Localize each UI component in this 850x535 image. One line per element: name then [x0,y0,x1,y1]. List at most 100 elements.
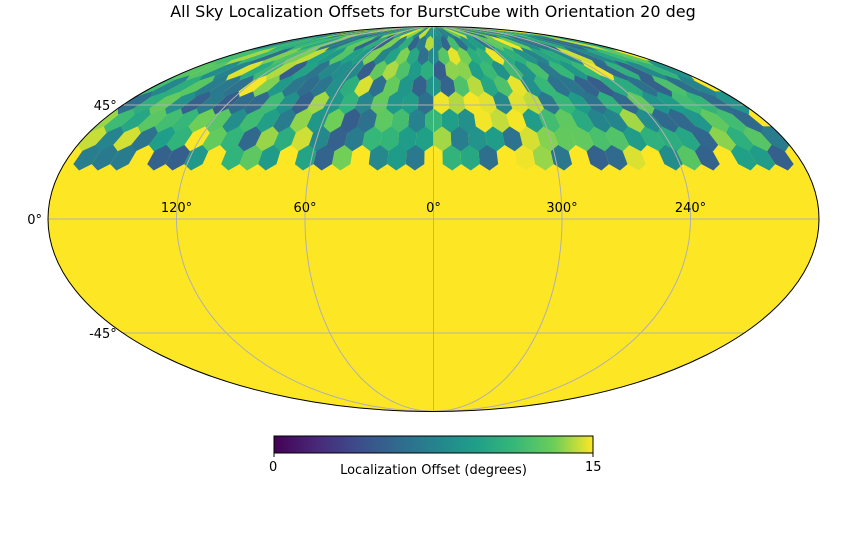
offset-patch [343,60,368,81]
offset-patch [744,145,776,171]
offset-patch [368,145,389,171]
offset-patch [592,91,623,115]
offset-patch [305,47,343,66]
offset-patch [737,126,772,152]
colorbar-label: Localization Offset (degrees) [340,463,527,478]
offset-patch [381,35,405,52]
offset-patch [491,91,513,115]
offset-patch [77,126,113,152]
offset-patch [213,47,274,66]
offset-patch [678,91,718,115]
offset-patch [221,145,247,171]
offset-patch [205,108,237,133]
offset-patch [267,35,334,52]
offset-patch [296,35,352,52]
offset-patch [305,35,358,52]
offset-patch [504,75,528,97]
offset-patch [382,60,401,81]
offset-patch [542,60,575,81]
offset-patch [608,60,655,81]
offset-patch [391,108,410,133]
offset-patch [330,60,357,81]
offset-patch [305,60,336,81]
offset-patch [222,108,252,133]
latitude-tick-label: 0° [27,213,42,228]
offset-patch [362,47,386,66]
offset-patches [73,26,794,171]
offset-patch [693,108,730,133]
offset-patch [184,145,212,171]
offset-patch [340,108,363,133]
offset-patch [486,35,524,52]
offset-patch [294,145,318,171]
offset-patch [313,145,336,171]
offset-patch [165,145,194,171]
offset-patch [315,35,364,52]
offset-patch [447,91,466,115]
offset-patch [462,91,481,115]
offset-patch [357,108,379,133]
longitude-tick-label: 120° [161,201,192,216]
offset-patch [498,35,543,52]
offset-patch [110,145,140,171]
offset-patch [258,145,283,171]
offset-patch [180,91,217,115]
offset-patch [481,47,505,66]
offset-patch [473,108,493,133]
offset-patch [395,47,412,66]
offset-patch [282,47,326,66]
offset-patch [133,91,174,115]
offset-patch [513,145,536,171]
offset-patch [401,91,420,115]
offset-patch [509,35,562,52]
offset-patch [444,60,460,81]
offset-patch [606,75,643,97]
offset-patch [437,47,450,66]
offset-patch [73,145,105,171]
offset-patch [484,126,505,152]
colorbar-tick-label-max: 15 [585,460,602,475]
offset-patch [294,47,334,66]
offset-patch [641,60,695,81]
offset-patch [534,91,560,115]
offset-patch [201,47,265,66]
offset-patch [209,75,248,97]
latitude-tick-label: 45° [94,99,117,114]
offset-patch [239,108,268,133]
offset-patch [224,47,282,66]
offset-patch [434,27,443,40]
offset-patch [507,47,538,66]
offset-patch [317,47,352,66]
offset-patch [149,91,189,115]
offset-patch [87,108,126,133]
offset-patch [720,126,754,152]
offset-patch [620,145,646,171]
offset-patch [503,35,552,52]
offset-patch [266,60,303,81]
offset-patch [583,108,611,133]
offset-patch [113,126,147,152]
offset-patch [374,108,394,133]
offset-patch [442,145,462,171]
offset-patch [343,35,381,52]
chart-title: All Sky Localization Offsets for BurstCu… [170,2,696,21]
offset-patch [478,75,499,97]
offset-patch [194,75,235,97]
offset-patch [445,35,460,52]
offset-patch [707,91,750,115]
offset-patch [120,108,158,133]
offset-patch [518,126,541,152]
offset-patch [559,47,608,66]
offset-patch [585,126,612,152]
offset-patch [555,75,586,97]
offset-patch [670,126,701,152]
offset-patch [373,47,395,66]
offset-patch [433,35,443,52]
offset-patch [354,75,376,97]
offset-patch [480,35,514,52]
offset-patch [439,75,456,97]
offset-patch [212,60,259,81]
offset-patch [406,27,428,40]
offset-patch [446,47,461,66]
offset-patch [662,108,696,133]
